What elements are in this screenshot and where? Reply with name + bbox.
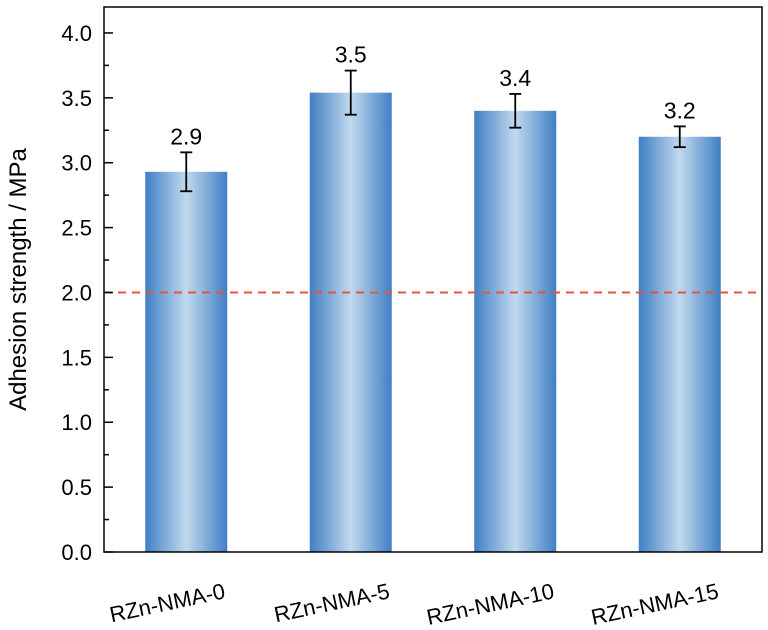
y-tick-label: 2.0 (61, 280, 92, 305)
data-label: 2.9 (170, 123, 202, 149)
x-tick-label: RZn-NMA-5 (272, 578, 392, 627)
labels-layer: 2.9 RZn-NMA-0 3.5 RZn-NMA-5 3.4 RZn-NMA-10 3.2… (5, 21, 721, 630)
data-label: 3.2 (664, 97, 696, 123)
x-tick-label: RZn-NMA-0 (107, 578, 227, 627)
y-tick-label: 0.5 (61, 475, 92, 500)
y-tick-label: 3.0 (61, 151, 92, 176)
bar (638, 136, 721, 552)
data-label: 3.4 (499, 65, 531, 91)
y-tick-label: 4.0 (61, 21, 92, 46)
bar (474, 110, 557, 553)
y-axis-title: Adhesion strength / MPa (5, 147, 32, 410)
y-tick-label: 3.5 (61, 86, 92, 111)
y-tick-label: 2.5 (61, 216, 92, 241)
bars-layer (145, 69, 721, 553)
bar (145, 171, 228, 553)
y-tick-label: 1.0 (61, 410, 92, 435)
x-tick-label: RZn-NMA-15 (589, 578, 721, 629)
bar (309, 92, 392, 553)
x-tick-label: RZn-NMA-10 (424, 578, 556, 629)
axes-layer (103, 6, 763, 553)
y-tick-label: 0.0 (61, 540, 92, 565)
data-label: 3.5 (335, 42, 367, 68)
plot-frame (103, 6, 763, 553)
y-tick-label: 1.5 (61, 345, 92, 370)
